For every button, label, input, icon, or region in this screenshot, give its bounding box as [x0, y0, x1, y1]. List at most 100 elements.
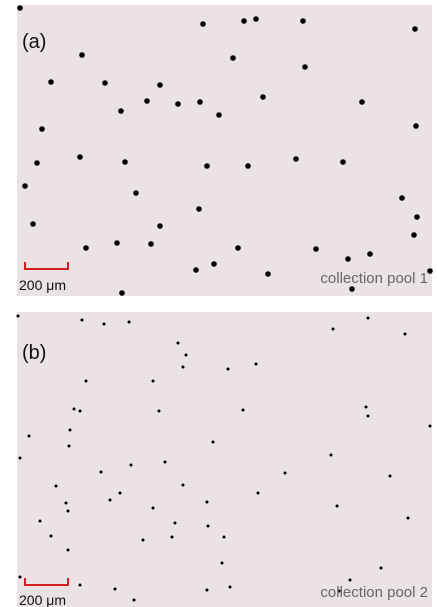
particle	[212, 441, 215, 444]
particle	[133, 599, 136, 602]
panel-label: (b)	[22, 342, 46, 364]
particle	[17, 5, 23, 11]
particle	[211, 261, 217, 267]
particle	[119, 492, 122, 495]
particle	[216, 112, 222, 118]
particle	[39, 520, 42, 523]
particle	[50, 535, 53, 538]
particle	[152, 507, 155, 510]
micrograph-b	[17, 312, 432, 607]
particle	[182, 484, 185, 487]
particle	[230, 55, 236, 61]
particle	[79, 584, 82, 587]
particle	[68, 445, 71, 448]
particle	[414, 214, 420, 220]
particle	[69, 429, 72, 432]
particle	[148, 241, 154, 247]
particle	[265, 271, 271, 277]
particle	[204, 163, 210, 169]
particle	[367, 317, 370, 320]
particle	[427, 268, 433, 274]
particle	[336, 505, 339, 508]
particle	[19, 457, 22, 460]
particle	[389, 475, 392, 478]
panel-label: (a)	[22, 31, 46, 53]
particle	[193, 267, 199, 273]
particle	[144, 98, 150, 104]
particle	[17, 315, 20, 318]
particle	[200, 21, 206, 27]
particle	[257, 492, 260, 495]
particle	[367, 415, 370, 418]
particle	[119, 290, 125, 296]
particle	[302, 64, 308, 70]
particle	[114, 240, 120, 246]
particle	[380, 567, 383, 570]
particle	[79, 52, 85, 58]
particle	[67, 510, 70, 513]
particle	[241, 18, 247, 24]
particle	[130, 464, 133, 467]
particle	[293, 156, 299, 162]
particle	[102, 80, 108, 86]
particle	[197, 99, 203, 105]
particle	[412, 26, 418, 32]
particle	[157, 82, 163, 88]
particle	[260, 94, 266, 100]
particle	[174, 522, 177, 525]
particle	[207, 525, 210, 528]
particle	[39, 126, 45, 132]
particle	[411, 232, 417, 238]
particle	[206, 501, 209, 504]
particle	[413, 123, 419, 129]
particle	[122, 159, 128, 165]
particle	[171, 536, 174, 539]
particle	[83, 245, 89, 251]
particle	[182, 366, 185, 369]
particle	[67, 549, 70, 552]
particle	[158, 410, 161, 413]
particle	[22, 183, 28, 189]
particle	[114, 588, 117, 591]
particle	[79, 410, 82, 413]
particle	[300, 18, 306, 24]
particle	[429, 425, 432, 428]
particle	[142, 539, 145, 542]
particle	[65, 502, 68, 505]
particle	[399, 195, 405, 201]
particle	[330, 454, 333, 457]
particle	[407, 517, 410, 520]
caption: collection pool 1	[320, 270, 428, 287]
particle	[255, 363, 258, 366]
particle	[77, 154, 83, 160]
particle	[229, 586, 232, 589]
particle	[109, 499, 112, 502]
particle	[30, 221, 36, 227]
particle	[367, 251, 373, 257]
particle	[206, 589, 209, 592]
particle	[185, 354, 188, 357]
particle	[100, 471, 103, 474]
particle	[242, 409, 245, 412]
particle	[284, 472, 287, 475]
particle	[345, 256, 351, 262]
particle	[55, 485, 58, 488]
particle	[19, 576, 22, 579]
particle	[81, 319, 84, 322]
particle	[103, 323, 106, 326]
particle	[152, 380, 155, 383]
particle	[133, 190, 139, 196]
particle	[128, 321, 131, 324]
particle	[48, 79, 54, 85]
figure: (a) 200 μm collection pool 1 (b) 200 μm …	[0, 0, 437, 607]
particle	[164, 461, 167, 464]
particle	[365, 406, 368, 409]
particle	[34, 160, 40, 166]
particle	[404, 333, 407, 336]
particle	[227, 368, 230, 371]
particle	[340, 159, 346, 165]
scale-label: 200 μm	[19, 592, 66, 607]
particle	[235, 245, 241, 251]
particle	[177, 342, 180, 345]
particle	[175, 101, 181, 107]
